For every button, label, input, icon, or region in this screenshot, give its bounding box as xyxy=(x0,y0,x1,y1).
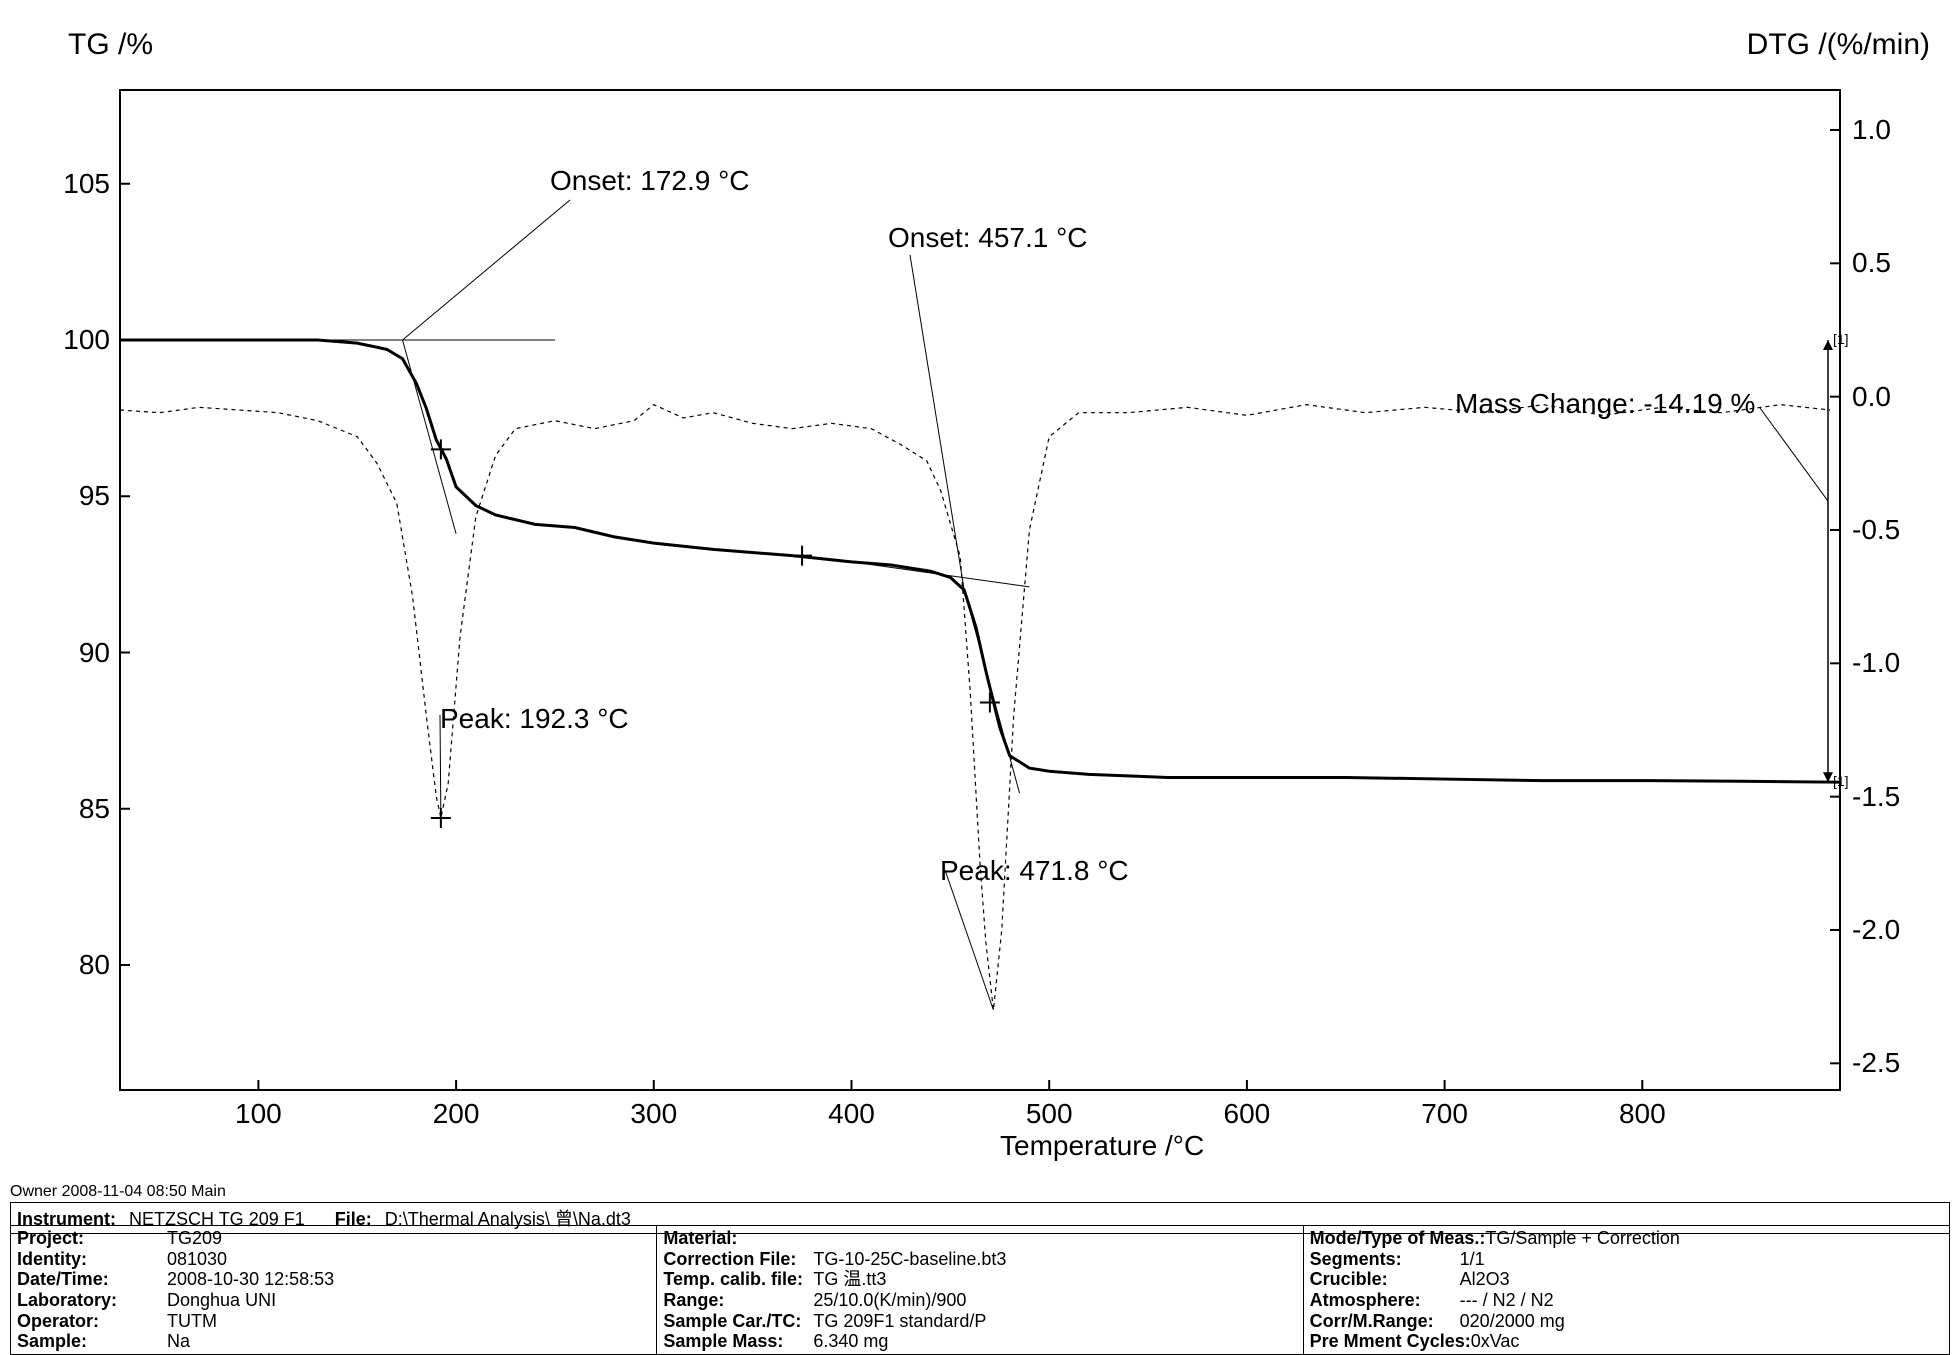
meta-val: TUTM xyxy=(167,1311,217,1332)
meta-key: Laboratory: xyxy=(17,1290,167,1311)
svg-text:[1]: [1] xyxy=(1833,331,1849,347)
metadata-table: Project:TG209Identity:081030Date/Time:20… xyxy=(10,1225,1950,1355)
meta-key: Temp. calib. file: xyxy=(663,1269,813,1290)
meta-key: Pre Mment Cycles: xyxy=(1310,1331,1471,1352)
right-axis-label: DTG /(%/min) xyxy=(1747,28,1930,62)
meta-row: Atmosphere:--- / N2 / N2 xyxy=(1310,1290,1943,1311)
meta-row: Crucible:Al2O3 xyxy=(1310,1269,1943,1290)
meta-col-2: Material:Correction File:TG-10-25C-basel… xyxy=(657,1226,1303,1354)
meta-row: Temp. calib. file:TG 温.tt3 xyxy=(663,1269,1296,1290)
meta-key: Operator: xyxy=(17,1311,167,1332)
onset1-label: Onset: 172.9 °C xyxy=(550,165,750,197)
left-tick: 95 xyxy=(50,480,110,512)
meta-row: Material: xyxy=(663,1228,1296,1249)
right-tick: -0.5 xyxy=(1852,514,1922,546)
meta-key: Identity: xyxy=(17,1249,167,1270)
meta-row: Mode/Type of Meas.:TG/Sample + Correctio… xyxy=(1310,1228,1943,1249)
meta-key: Date/Time: xyxy=(17,1269,167,1290)
meta-row: Range:25/10.0(K/min)/900 xyxy=(663,1290,1296,1311)
bottom-tick: 200 xyxy=(416,1098,496,1130)
x-axis-label: Temperature /°C xyxy=(1000,1130,1204,1162)
meta-key: Sample: xyxy=(17,1331,167,1352)
thermal-chart-svg: [1] [1] xyxy=(10,10,1950,1180)
svg-text:[1]: [1] xyxy=(1833,773,1849,789)
meta-row: Project:TG209 xyxy=(17,1228,650,1249)
meta-row: Corr/M.Range:020/2000 mg xyxy=(1310,1311,1943,1332)
owner-line: Owner 2008-11-04 08:50 Main xyxy=(10,1183,226,1201)
meta-row: Operator:TUTM xyxy=(17,1311,650,1332)
meta-row: Sample Mass:6.340 mg xyxy=(663,1331,1296,1352)
meta-val: TG/Sample + Correction xyxy=(1485,1228,1680,1249)
meta-key: Mode/Type of Meas.: xyxy=(1310,1228,1486,1249)
meta-row: Laboratory:Donghua UNI xyxy=(17,1290,650,1311)
meta-val: 081030 xyxy=(167,1249,227,1270)
meta-val: 020/2000 mg xyxy=(1460,1311,1565,1332)
meta-val: 6.340 mg xyxy=(813,1331,888,1352)
meta-key: Project: xyxy=(17,1228,167,1249)
bottom-tick: 100 xyxy=(218,1098,298,1130)
right-tick: 0.5 xyxy=(1852,247,1922,279)
left-tick: 80 xyxy=(50,949,110,981)
right-tick: 0.0 xyxy=(1852,381,1922,413)
meta-col-3: Mode/Type of Meas.:TG/Sample + Correctio… xyxy=(1304,1226,1949,1354)
bottom-tick: 700 xyxy=(1405,1098,1485,1130)
meta-key: Range: xyxy=(663,1290,813,1311)
meta-key: Segments: xyxy=(1310,1249,1460,1270)
meta-row: Date/Time:2008-10-30 12:58:53 xyxy=(17,1269,650,1290)
meta-key: Corr/M.Range: xyxy=(1310,1311,1460,1332)
right-tick: -1.5 xyxy=(1852,781,1922,813)
left-tick: 90 xyxy=(50,637,110,669)
meta-key: Sample Mass: xyxy=(663,1331,813,1352)
meta-row: Sample:Na xyxy=(17,1331,650,1352)
peak2-label: Peak: 471.8 °C xyxy=(940,855,1129,887)
meta-val: Na xyxy=(167,1331,190,1352)
meta-val: 25/10.0(K/min)/900 xyxy=(813,1290,966,1311)
right-tick: -1.0 xyxy=(1852,647,1922,679)
meta-key: Material: xyxy=(663,1228,813,1249)
mass-change-label: Mass Change: -14.19 % xyxy=(1455,388,1755,420)
left-tick: 85 xyxy=(50,793,110,825)
onset2-label: Onset: 457.1 °C xyxy=(888,222,1088,254)
left-tick: 100 xyxy=(50,324,110,356)
bottom-tick: 600 xyxy=(1207,1098,1287,1130)
bottom-tick: 400 xyxy=(811,1098,891,1130)
right-tick: -2.0 xyxy=(1852,914,1922,946)
meta-val: Donghua UNI xyxy=(167,1290,276,1311)
meta-key: Correction File: xyxy=(663,1249,813,1270)
meta-row: Segments:1/1 xyxy=(1310,1249,1943,1270)
left-axis-label: TG /% xyxy=(68,28,153,62)
bottom-tick: 500 xyxy=(1009,1098,1089,1130)
meta-row: Correction File:TG-10-25C-baseline.bt3 xyxy=(663,1249,1296,1270)
meta-col-1: Project:TG209Identity:081030Date/Time:20… xyxy=(11,1226,657,1354)
meta-val: --- / N2 / N2 xyxy=(1460,1290,1554,1311)
left-tick: 105 xyxy=(50,168,110,200)
meta-key: Sample Car./TC: xyxy=(663,1311,813,1332)
meta-key: Crucible: xyxy=(1310,1269,1460,1290)
meta-val: Al2O3 xyxy=(1460,1269,1510,1290)
meta-val: TG209 xyxy=(167,1228,222,1249)
meta-row: Pre Mment Cycles:0xVac xyxy=(1310,1331,1943,1352)
meta-row: Identity:081030 xyxy=(17,1249,650,1270)
meta-row: Sample Car./TC:TG 209F1 standard/P xyxy=(663,1311,1296,1332)
meta-val: TG-10-25C-baseline.bt3 xyxy=(813,1249,1006,1270)
meta-val: TG 209F1 standard/P xyxy=(813,1311,986,1332)
right-tick: -2.5 xyxy=(1852,1047,1922,1079)
meta-val: 2008-10-30 12:58:53 xyxy=(167,1269,334,1290)
bottom-tick: 800 xyxy=(1602,1098,1682,1130)
peak1-label: Peak: 192.3 °C xyxy=(440,703,629,735)
meta-key: Atmosphere: xyxy=(1310,1290,1460,1311)
meta-val: 1/1 xyxy=(1460,1249,1485,1270)
chart-container: [1] [1] TG /% DTG /(%/min) Onset: 172.9 °… xyxy=(10,10,1950,1180)
meta-val: TG 温.tt3 xyxy=(813,1269,886,1290)
meta-val: 0xVac xyxy=(1471,1331,1520,1352)
right-tick: 1.0 xyxy=(1852,114,1922,146)
bottom-tick: 300 xyxy=(614,1098,694,1130)
